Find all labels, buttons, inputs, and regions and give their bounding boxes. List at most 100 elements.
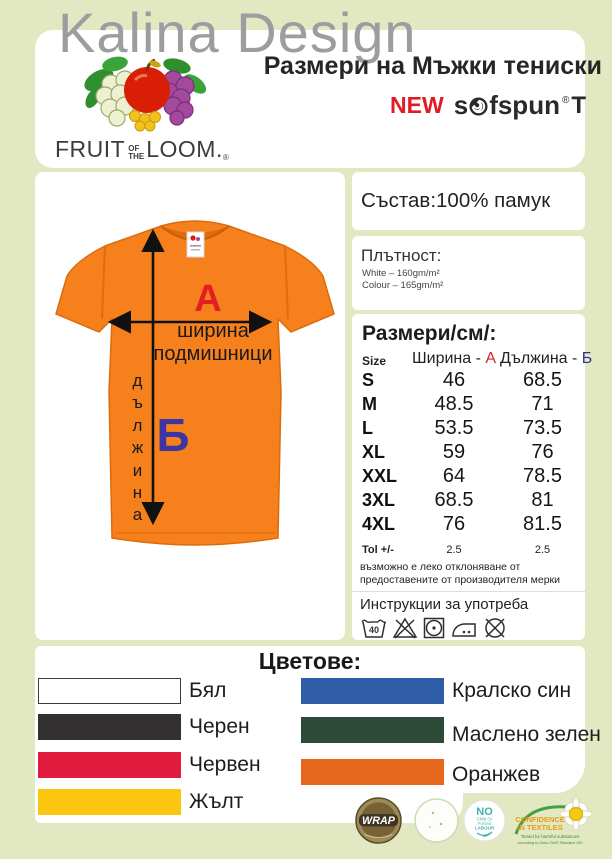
size-label: M [362, 394, 377, 414]
swatch-bottle-green [301, 717, 444, 743]
swatch-label-bottle-green: Маслено зелен [452, 723, 601, 746]
swatch-label-black: Черен [189, 715, 250, 738]
width-value: 64 [442, 465, 466, 487]
composition-text: Състав:100% памук [361, 189, 551, 212]
length-value: 73.5 [523, 417, 562, 439]
swatch-white [38, 678, 181, 704]
header-panel: FRUIT OF THE LOOM. ® [35, 30, 585, 168]
no-labour-line2: Child Or [477, 817, 493, 822]
length-value: 78.5 [523, 465, 562, 487]
swatch-orange [301, 759, 444, 785]
size-label: 4XL [362, 514, 396, 534]
no-labour-line1: NO [476, 806, 493, 818]
sizes-panel: Размери/см/: Size Ширина - А Дължина - Б… [352, 314, 592, 640]
col-header-length-letter: Б [581, 350, 593, 367]
dimension-letter-b: Б [156, 409, 190, 461]
sizes-table: Size Ширина - А Дължина - Б S 46 68.5 M … [358, 350, 592, 536]
length-value: 68.5 [523, 369, 562, 391]
no-labour-line4: LABOUR [475, 826, 495, 831]
do-not-bleach-icon [392, 617, 418, 639]
fruit-of-the-loom-logo: FRUIT OF THE LOOM. ® [55, 44, 245, 162]
no-labour-line3: Forced [478, 821, 492, 826]
sizes-title: Размери/см/: [362, 322, 497, 345]
size-label: L [362, 418, 373, 438]
swatch-label-white: Бял [189, 679, 227, 702]
size-label: XL [362, 442, 386, 462]
density-colour: Colour – 165gm/m² [362, 280, 444, 291]
wrap-label: WRAP [362, 815, 396, 827]
no-child-labour-badge: NO Child Or Forced LABOUR [463, 799, 506, 842]
product-registered-mark: ® [561, 95, 570, 106]
width-value: 48.5 [434, 393, 474, 415]
tolerance-width: 2.5 [446, 544, 462, 556]
page-title: Размери на Мъжки тениски [263, 52, 602, 80]
length-value: 71 [531, 393, 554, 415]
oeko-flower-icon [559, 798, 592, 831]
watermark-brand: Kalina Design [58, 1, 417, 64]
iron-icon [452, 623, 476, 637]
divider [352, 591, 585, 592]
size-label: 3XL [362, 490, 396, 510]
swatch-label-yellow: Жълт [189, 790, 244, 813]
tolerance-label: Tol +/- [362, 544, 394, 556]
product-name: s fspun [454, 90, 560, 121]
wash-40-icon: 40 [361, 619, 387, 638]
seal-badge [414, 798, 459, 843]
composition-panel: Състав:100% памук [352, 172, 585, 230]
length-label-vertical: дължина [131, 371, 144, 525]
oeko-line4: according to Oeko-Tex® Standard 100 [518, 841, 583, 845]
swatch-black [38, 714, 181, 740]
deviation-note: възможно е леко отклоняване от предостав… [360, 561, 561, 586]
width-value: 68.5 [434, 489, 474, 511]
col-header-width-text: Ширина - [411, 350, 486, 367]
wash-temp-text: 40 [369, 625, 379, 635]
width-value: 53.5 [434, 417, 474, 439]
brand-loom: LOOM. [146, 136, 223, 162]
size-label: S [362, 370, 375, 390]
brand-of: OF [128, 144, 140, 153]
tolerance-length: 2.5 [534, 544, 551, 556]
col-header-width-letter: А [485, 350, 497, 367]
product-suffix: T [571, 91, 586, 119]
length-value: 81.5 [523, 513, 562, 535]
width-value: 59 [442, 441, 466, 463]
wrap-certification-badge: WRAP [355, 797, 402, 844]
swirl-o-icon [469, 97, 488, 116]
colors-title: Цветове: [258, 648, 362, 674]
col-header-length-text: Дължина - [500, 350, 582, 367]
width-value: 76 [442, 513, 466, 535]
density-white: White – 160gm/m² [362, 268, 440, 279]
product-name-part2: fspun [489, 90, 560, 120]
dove-icon [476, 831, 493, 837]
col-header-length: Дължина - Б [500, 350, 592, 368]
density-title: Плътност: [361, 246, 442, 265]
swatch-label-red: Червен [189, 753, 261, 776]
oeko-line1: CONFIDENCE [515, 815, 565, 824]
length-value: 76 [531, 441, 554, 463]
brand-fruit: FRUIT [55, 136, 126, 162]
col-header-width: Ширина - А [408, 350, 500, 368]
width-value: 46 [442, 369, 466, 391]
oeko-line3: Tested for harmful substances [521, 834, 580, 839]
oeko-line2: IN TEXTILES [517, 823, 562, 832]
new-label: NEW [390, 92, 444, 118]
dimension-letter-a: А [194, 278, 222, 320]
width-label-line2: подмишници [153, 343, 273, 365]
swatch-label-royal-blue: Кралско син [452, 679, 572, 702]
size-label: XXL [362, 466, 398, 486]
tshirt-illustration [55, 220, 335, 546]
tshirt-diagram-panel [35, 172, 345, 640]
fruit-of-the-loom-wordmark: FRUIT OF THE LOOM. ® [55, 136, 229, 163]
swatch-yellow [38, 789, 181, 815]
brand-the: THE [128, 152, 145, 161]
tolerance-row: Tol +/- 2.5 2.5 [358, 544, 585, 556]
oeko-tex-badge: CONFIDENCE IN TEXTILES Tested for harmfu… [514, 798, 592, 845]
swatch-royal-blue [301, 678, 444, 704]
fruit-logo-icon [84, 56, 207, 132]
swatch-red [38, 752, 181, 778]
width-label-line1: ширина [177, 320, 249, 342]
registered-mark: ® [222, 153, 229, 162]
swatch-label-orange: Оранжев [452, 763, 541, 786]
product-name-part1: s [453, 90, 469, 120]
